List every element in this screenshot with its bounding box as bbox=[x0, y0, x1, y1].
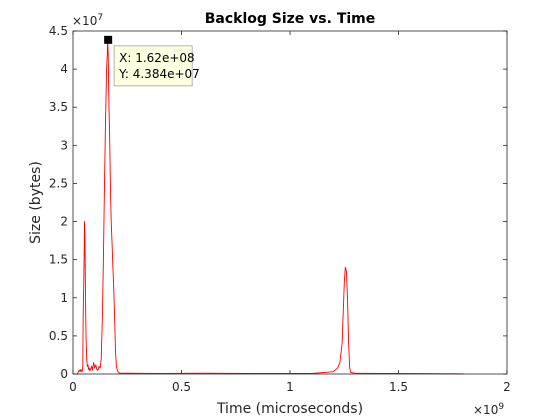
y-tick-label: 4 bbox=[60, 62, 68, 76]
y-tick-label: 3.5 bbox=[49, 100, 68, 114]
x-axis: 0 0.5 1 1.5 2 bbox=[69, 31, 511, 394]
x-axis-label: Time (microseconds) bbox=[216, 401, 363, 417]
chart-title: Backlog Size vs. Time bbox=[205, 11, 376, 27]
y-tick-label: 0.5 bbox=[49, 329, 68, 343]
x-axis-exponent: ×109 bbox=[473, 402, 504, 417]
x-tick-label: 1.5 bbox=[389, 380, 408, 394]
y-tick-label: 2 bbox=[60, 215, 68, 229]
data-tip-marker[interactable] bbox=[104, 35, 113, 44]
x-tick-label: 1 bbox=[286, 380, 294, 394]
y-axis-exponent: ×107 bbox=[72, 13, 103, 28]
y-tick-label: 1 bbox=[60, 291, 68, 305]
y-tick-label: 2.5 bbox=[49, 176, 68, 190]
data-tip-box bbox=[113, 45, 193, 87]
y-axis: 0 0.5 1 1.5 2 2.5 3 3.5 4 4.5 bbox=[49, 24, 507, 381]
x-tick-label: 0 bbox=[69, 380, 77, 394]
plot-area[interactable] bbox=[73, 31, 507, 374]
data-tip-x-text: X: 1.62e+08 bbox=[119, 51, 195, 65]
data-tip-y-text: Y: 4.384e+07 bbox=[118, 67, 200, 81]
x-tick-label: 0.5 bbox=[172, 380, 191, 394]
y-tick-label: 3 bbox=[60, 138, 68, 152]
data-tip[interactable]: X: 1.62e+08 Y: 4.384e+07 bbox=[104, 35, 200, 87]
y-axis-label: Size (bytes) bbox=[28, 161, 44, 244]
y-tick-label: 4.5 bbox=[49, 24, 68, 38]
x-tick-label: 2 bbox=[503, 380, 511, 394]
y-tick-label: 1.5 bbox=[49, 253, 68, 267]
y-tick-label: 0 bbox=[60, 367, 68, 381]
